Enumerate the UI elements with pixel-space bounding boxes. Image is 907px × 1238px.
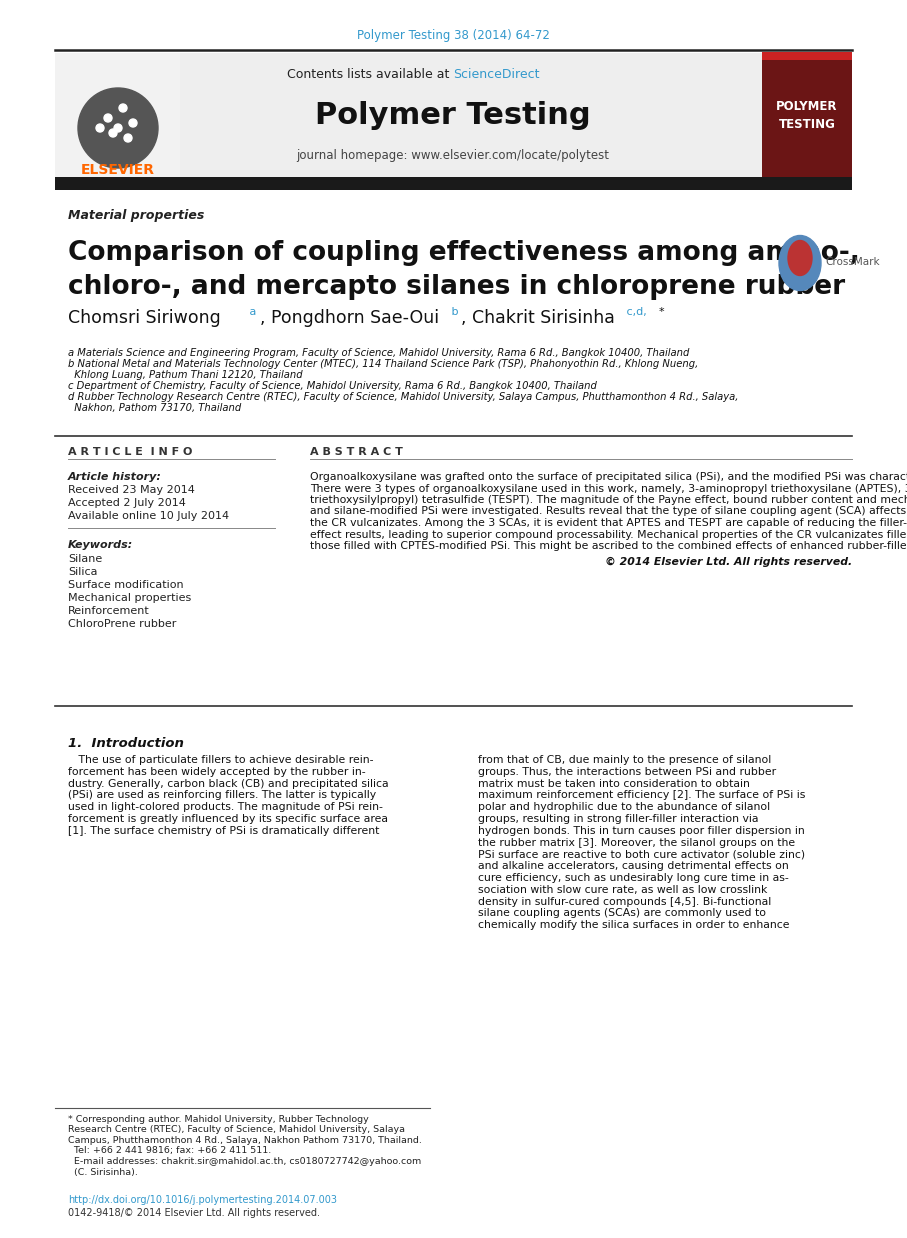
Ellipse shape [779, 235, 821, 291]
Text: sociation with slow cure rate, as well as low crosslink: sociation with slow cure rate, as well a… [478, 885, 767, 895]
Text: Silica: Silica [68, 567, 97, 577]
Circle shape [119, 104, 127, 111]
Text: hydrogen bonds. This in turn causes poor filler dispersion in: hydrogen bonds. This in turn causes poor… [478, 826, 805, 836]
Circle shape [124, 134, 132, 142]
FancyBboxPatch shape [55, 177, 852, 189]
Text: Mechanical properties: Mechanical properties [68, 593, 191, 603]
Text: Nakhon, Pathom 73170, Thailand: Nakhon, Pathom 73170, Thailand [68, 404, 241, 413]
Text: the CR vulcanizates. Among the 3 SCAs, it is evident that APTES and TESPT are ca: the CR vulcanizates. Among the 3 SCAs, i… [310, 517, 907, 527]
Text: and alkaline accelerators, causing detrimental effects on: and alkaline accelerators, causing detri… [478, 862, 789, 872]
Text: Comparison of coupling effectiveness among amino-,: Comparison of coupling effectiveness amo… [68, 240, 860, 266]
Text: journal homepage: www.elsevier.com/locate/polytest: journal homepage: www.elsevier.com/locat… [297, 149, 610, 161]
FancyBboxPatch shape [180, 53, 762, 178]
Text: Available online 10 July 2014: Available online 10 July 2014 [68, 511, 229, 521]
Text: used in light-colored products. The magnitude of PSi rein-: used in light-colored products. The magn… [68, 802, 383, 812]
Text: Accepted 2 July 2014: Accepted 2 July 2014 [68, 498, 186, 508]
Text: c,d,: c,d, [623, 307, 647, 317]
Text: triethoxysilylpropyl) tetrasulfide (TESPT). The magnitude of the Payne effect, b: triethoxysilylpropyl) tetrasulfide (TESP… [310, 495, 907, 505]
Text: A B S T R A C T: A B S T R A C T [310, 447, 403, 457]
Text: groups. Thus, the interactions between PSi and rubber: groups. Thus, the interactions between P… [478, 766, 776, 776]
Text: a Materials Science and Engineering Program, Faculty of Science, Mahidol Univers: a Materials Science and Engineering Prog… [68, 348, 689, 358]
Text: density in sulfur-cured compounds [4,5]. Bi-functional: density in sulfur-cured compounds [4,5].… [478, 896, 771, 906]
Text: b National Metal and Materials Technology Center (MTEC), 114 Thailand Science Pa: b National Metal and Materials Technolog… [68, 359, 698, 369]
Text: chloro-, and mercapto silanes in chloroprene rubber: chloro-, and mercapto silanes in chlorop… [68, 274, 845, 300]
Text: There were 3 types of organoalkoxysilane used in this work, namely, 3-aminopropy: There were 3 types of organoalkoxysilane… [310, 484, 907, 494]
Text: Contents lists available at: Contents lists available at [287, 68, 453, 82]
Text: Khlong Luang, Pathum Thani 12120, Thailand: Khlong Luang, Pathum Thani 12120, Thaila… [68, 370, 303, 380]
Text: Chomsri Siriwong: Chomsri Siriwong [68, 310, 220, 327]
Text: Tel: +66 2 441 9816; fax: +66 2 411 511.: Tel: +66 2 441 9816; fax: +66 2 411 511. [68, 1146, 271, 1155]
Text: d Rubber Technology Research Centre (RTEC), Faculty of Science, Mahidol Universi: d Rubber Technology Research Centre (RTE… [68, 392, 738, 402]
Text: Received 23 May 2014: Received 23 May 2014 [68, 485, 195, 495]
Text: (C. Sirisinha).: (C. Sirisinha). [68, 1167, 138, 1176]
Text: effect results, leading to superior compound processability. Mechanical properti: effect results, leading to superior comp… [310, 530, 907, 540]
Text: E-mail addresses: chakrit.sir@mahidol.ac.th, cs0180727742@yahoo.com: E-mail addresses: chakrit.sir@mahidol.ac… [68, 1158, 421, 1166]
Circle shape [104, 114, 112, 123]
Text: c Department of Chemistry, Faculty of Science, Mahidol University, Rama 6 Rd., B: c Department of Chemistry, Faculty of Sc… [68, 381, 597, 391]
Text: from that of CB, due mainly to the presence of silanol: from that of CB, due mainly to the prese… [478, 755, 771, 765]
Text: 0142-9418/© 2014 Elsevier Ltd. All rights reserved.: 0142-9418/© 2014 Elsevier Ltd. All right… [68, 1208, 320, 1218]
Text: forcement has been widely accepted by the rubber in-: forcement has been widely accepted by th… [68, 766, 366, 776]
Text: matrix must be taken into consideration to obtain: matrix must be taken into consideration … [478, 779, 750, 789]
Text: cure efficiency, such as undesirably long cure time in as-: cure efficiency, such as undesirably lon… [478, 873, 789, 883]
FancyBboxPatch shape [55, 53, 180, 178]
Text: *: * [659, 307, 665, 317]
Text: silane coupling agents (SCAs) are commonly used to: silane coupling agents (SCAs) are common… [478, 909, 766, 919]
Text: © 2014 Elsevier Ltd. All rights reserved.: © 2014 Elsevier Ltd. All rights reserved… [605, 557, 852, 567]
Text: Article history:: Article history: [68, 472, 161, 482]
Text: forcement is greatly influenced by its specific surface area: forcement is greatly influenced by its s… [68, 815, 388, 825]
Text: , Pongdhorn Sae-Oui: , Pongdhorn Sae-Oui [260, 310, 439, 327]
Text: http://dx.doi.org/10.1016/j.polymertesting.2014.07.003: http://dx.doi.org/10.1016/j.polymertesti… [68, 1195, 337, 1205]
Text: ELSEVIER: ELSEVIER [81, 163, 155, 177]
Text: 1.  Introduction: 1. Introduction [68, 737, 184, 750]
Text: Reinforcement: Reinforcement [68, 605, 150, 617]
Text: Research Centre (RTEC), Faculty of Science, Mahidol University, Salaya: Research Centre (RTEC), Faculty of Scien… [68, 1125, 405, 1134]
Text: The use of particulate fillers to achieve desirable rein-: The use of particulate fillers to achiev… [68, 755, 374, 765]
FancyBboxPatch shape [762, 52, 852, 59]
Text: a: a [246, 307, 257, 317]
Text: chemically modify the silica surfaces in order to enhance: chemically modify the silica surfaces in… [478, 920, 789, 930]
Text: and silane-modified PSi were investigated. Results reveal that the type of silan: and silane-modified PSi were investigate… [310, 506, 907, 516]
FancyBboxPatch shape [762, 53, 852, 178]
Text: Silane: Silane [68, 553, 102, 565]
Circle shape [96, 124, 104, 132]
Text: ChloroPrene rubber: ChloroPrene rubber [68, 619, 176, 629]
Text: A R T I C L E  I N F O: A R T I C L E I N F O [68, 447, 192, 457]
Text: maximum reinforcement efficiency [2]. The surface of PSi is: maximum reinforcement efficiency [2]. Th… [478, 790, 805, 801]
Text: Organoalkoxysilane was grafted onto the surface of precipitated silica (PSi), an: Organoalkoxysilane was grafted onto the … [310, 472, 907, 482]
Text: POLYMER
TESTING: POLYMER TESTING [776, 99, 838, 130]
Text: * Corresponding author. Mahidol University, Rubber Technology: * Corresponding author. Mahidol Universi… [68, 1115, 369, 1124]
Text: CrossMark: CrossMark [825, 258, 880, 267]
Ellipse shape [788, 240, 812, 276]
Text: Surface modification: Surface modification [68, 579, 183, 591]
Text: Material properties: Material properties [68, 208, 204, 222]
Text: b: b [448, 307, 459, 317]
Text: PSi surface are reactive to both cure activator (soluble zinc): PSi surface are reactive to both cure ac… [478, 849, 805, 859]
Text: polar and hydrophilic due to the abundance of silanol: polar and hydrophilic due to the abundan… [478, 802, 770, 812]
Text: Polymer Testing 38 (2014) 64-72: Polymer Testing 38 (2014) 64-72 [356, 28, 550, 42]
Text: dustry. Generally, carbon black (CB) and precipitated silica: dustry. Generally, carbon black (CB) and… [68, 779, 388, 789]
Text: groups, resulting in strong filler-filler interaction via: groups, resulting in strong filler-fille… [478, 815, 758, 825]
Text: those filled with CPTES-modified PSi. This might be ascribed to the combined eff: those filled with CPTES-modified PSi. Th… [310, 541, 907, 551]
Circle shape [109, 129, 117, 137]
Text: Campus, Phutthamonthon 4 Rd., Salaya, Nakhon Pathom 73170, Thailand.: Campus, Phutthamonthon 4 Rd., Salaya, Na… [68, 1136, 422, 1145]
Circle shape [129, 119, 137, 128]
Circle shape [114, 124, 122, 132]
Text: (PSi) are used as reinforcing fillers. The latter is typically: (PSi) are used as reinforcing fillers. T… [68, 790, 376, 801]
Text: the rubber matrix [3]. Moreover, the silanol groups on the: the rubber matrix [3]. Moreover, the sil… [478, 838, 795, 848]
Circle shape [78, 88, 158, 168]
Text: Polymer Testing: Polymer Testing [316, 100, 590, 130]
Text: , Chakrit Sirisinha: , Chakrit Sirisinha [461, 310, 615, 327]
Text: ScienceDirect: ScienceDirect [453, 68, 540, 82]
Text: [1]. The surface chemistry of PSi is dramatically different: [1]. The surface chemistry of PSi is dra… [68, 826, 379, 836]
Text: Keywords:: Keywords: [68, 540, 133, 550]
